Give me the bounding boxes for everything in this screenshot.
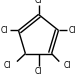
Text: Cl: Cl (4, 61, 11, 70)
Text: Cl: Cl (35, 68, 42, 76)
Text: Cl: Cl (1, 26, 8, 35)
Text: Cl: Cl (64, 61, 72, 70)
Text: Cl: Cl (69, 26, 76, 35)
Text: Cl: Cl (35, 0, 42, 5)
